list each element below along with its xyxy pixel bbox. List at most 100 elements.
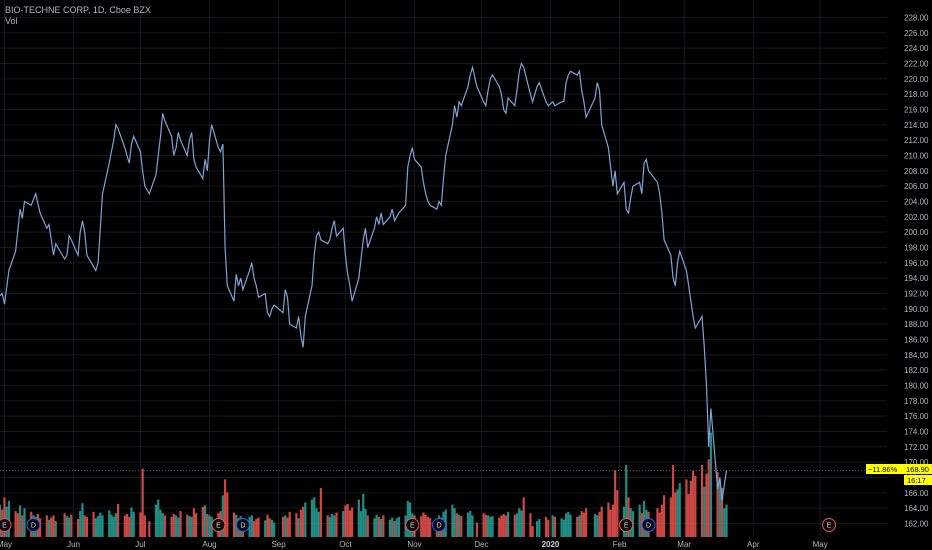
y-tick-label: 198.00 — [904, 244, 929, 253]
volume-bar — [529, 513, 532, 537]
symbol-title[interactable]: BIO-TECHNE CORP, 1D, Cboe BZX — [5, 5, 151, 15]
y-tick-label: 216.00 — [904, 106, 929, 115]
volume-bar — [500, 515, 503, 537]
dividend-badge[interactable] — [432, 518, 447, 532]
volume-bar — [326, 515, 329, 537]
volume-bar — [83, 515, 86, 537]
price-series-line — [0, 61, 728, 501]
event-badge-letter: E — [624, 523, 629, 530]
volume-bar — [538, 519, 541, 537]
earnings-badge[interactable] — [211, 518, 226, 532]
volume-bar — [457, 514, 461, 537]
volume-bar — [422, 512, 425, 537]
volume-bar — [125, 513, 129, 537]
volume-bar — [266, 514, 269, 537]
volume-bar — [375, 514, 378, 537]
volume-bar — [453, 508, 456, 537]
y-tick-label: 162.00 — [904, 520, 929, 529]
event-badge-letter: E — [410, 523, 415, 530]
volume-bar — [491, 516, 494, 537]
volume-bar — [157, 499, 160, 537]
volume-bar — [535, 521, 539, 537]
volume-bar — [288, 511, 291, 537]
price-axis[interactable]: 162.00164.00166.00168.00170.00172.00174.… — [904, 14, 929, 529]
volume-bar — [203, 505, 207, 537]
volume-bar — [295, 513, 298, 537]
earnings-badge[interactable] — [822, 518, 837, 532]
volume-bar — [99, 512, 102, 537]
volume-bar — [373, 518, 376, 537]
volume-bar — [143, 515, 146, 537]
volume-bar — [560, 518, 563, 537]
volume-bar — [79, 511, 82, 537]
volume-bar — [627, 497, 630, 537]
volume-bar — [16, 513, 19, 537]
volume-legend-label[interactable]: Vol — [5, 16, 18, 26]
volume-bar — [515, 513, 519, 537]
volume-bar — [45, 515, 48, 537]
volume-bar — [395, 518, 398, 537]
volume-bar — [101, 515, 104, 537]
volume-bar — [76, 519, 80, 537]
volume-bar — [471, 515, 474, 537]
volume-bars — [0, 432, 728, 537]
volume-bar — [576, 516, 579, 537]
y-tick-label: 190.00 — [904, 305, 929, 314]
chart-grid — [0, 0, 887, 537]
volume-bar — [694, 475, 697, 537]
volume-bar — [486, 515, 490, 537]
volume-bar — [522, 497, 525, 537]
y-tick-label: 178.00 — [904, 397, 929, 406]
dividend-badge[interactable] — [235, 518, 250, 532]
x-tick-label: May — [813, 540, 828, 549]
volume-bar — [707, 459, 710, 537]
volume-bar — [39, 518, 42, 537]
volume-bar — [63, 513, 66, 537]
y-tick-label: 176.00 — [904, 412, 929, 421]
time-axis[interactable]: May Jun Jul Aug Sep Oct Nov Dec 2020 Feb Mar Apr May — [0, 540, 828, 549]
volume-bar — [190, 516, 193, 537]
volume-bar — [257, 517, 260, 537]
last-price-tag-bg — [904, 464, 932, 474]
volume-bar — [70, 514, 73, 537]
volume-bar — [638, 504, 641, 537]
volume-bar — [18, 505, 22, 537]
volume-bar — [455, 513, 458, 537]
volume-bar — [616, 490, 619, 537]
volume-bar — [177, 517, 180, 537]
volume-bar — [377, 516, 380, 537]
event-badge-letter: D — [646, 523, 651, 530]
dividend-badge[interactable] — [26, 518, 41, 532]
volume-bar — [310, 499, 314, 537]
volume-bar — [406, 501, 409, 537]
earnings-badge[interactable] — [619, 518, 634, 532]
volume-bar — [658, 512, 661, 537]
x-tick-label: Sep — [271, 540, 286, 549]
x-tick-label: May — [0, 540, 12, 549]
volume-bar — [81, 503, 84, 537]
event-badge-letter: D — [437, 523, 442, 530]
x-tick-label: Apr — [747, 540, 760, 549]
volume-bar — [154, 504, 158, 537]
y-tick-label: 180.00 — [904, 382, 929, 391]
earnings-badge[interactable] — [405, 518, 420, 532]
volume-bar — [297, 518, 300, 537]
volume-bar — [382, 515, 385, 537]
earnings-badge[interactable] — [0, 518, 12, 532]
volume-bar — [489, 516, 492, 537]
volume-bar — [578, 515, 581, 537]
price-change-percent: −11.86% — [868, 465, 898, 474]
volume-bar — [705, 473, 708, 537]
y-tick-label: 214.00 — [904, 121, 929, 130]
volume-bar — [268, 518, 271, 537]
volume-bar — [223, 479, 227, 537]
volume-bar — [14, 511, 17, 537]
volume-bar — [264, 520, 267, 537]
volume-bar — [159, 509, 162, 537]
volume-bar — [281, 516, 285, 537]
volume-bar — [700, 465, 704, 537]
dividend-badge[interactable] — [641, 518, 656, 532]
y-tick-label: 174.00 — [904, 428, 929, 437]
